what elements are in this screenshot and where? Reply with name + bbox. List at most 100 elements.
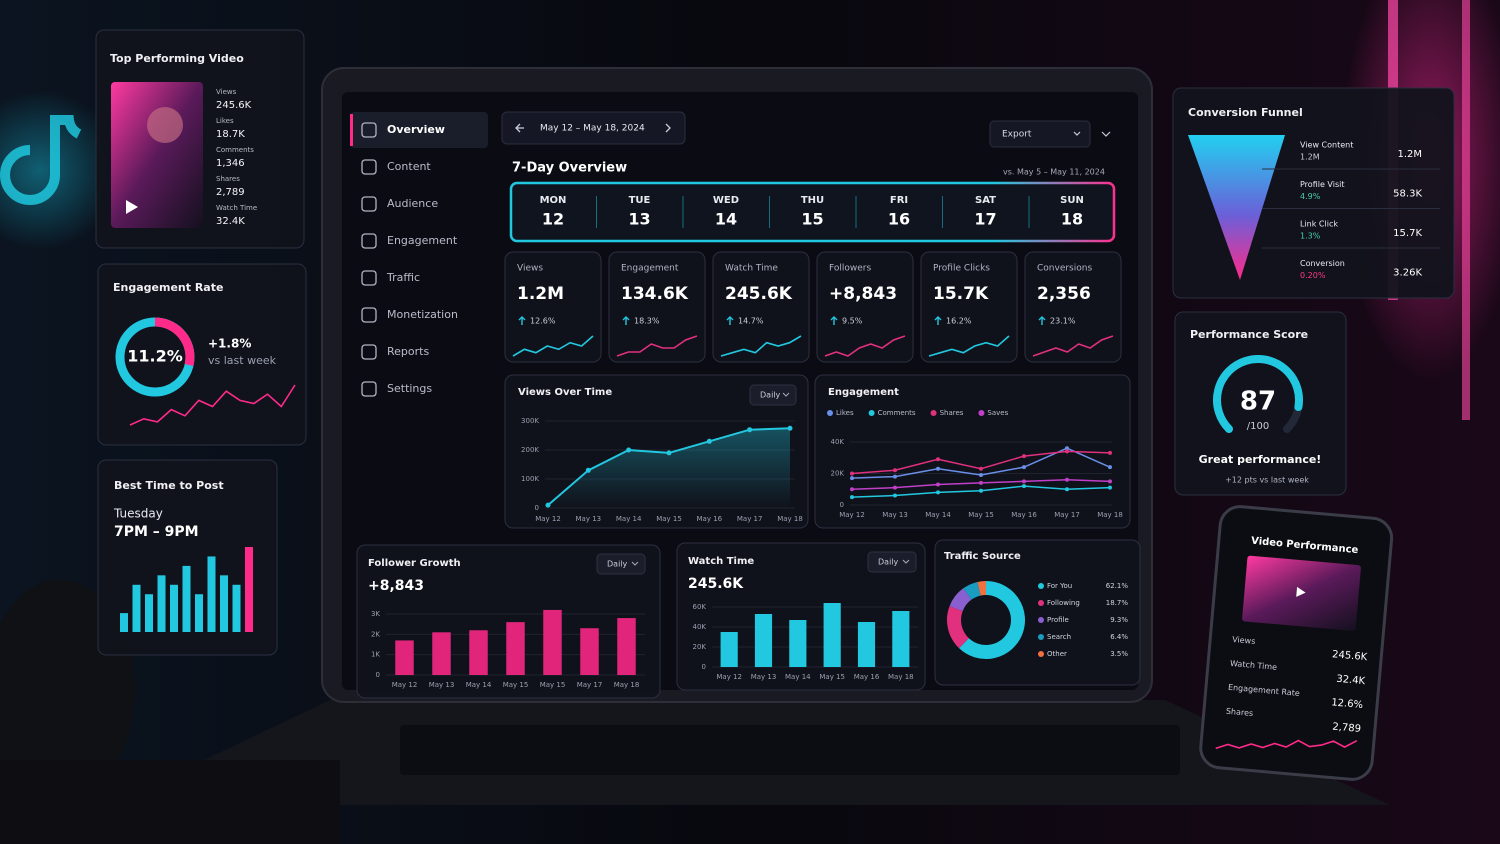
- section-title: 7-Day Overview: [512, 161, 627, 176]
- legend-label: Following: [1047, 599, 1080, 607]
- nav-item[interactable]: Settings: [387, 382, 432, 395]
- value-label: 62.1%: [1106, 582, 1129, 590]
- y-tick-label: 2K: [371, 630, 380, 638]
- nav-icon[interactable]: [361, 381, 377, 397]
- x-tick-label: May 12: [535, 515, 561, 523]
- filter-button[interactable]: [867, 551, 917, 573]
- export-button[interactable]: [989, 120, 1091, 148]
- bar: [182, 565, 191, 632]
- next-arrow[interactable]: [665, 123, 671, 133]
- nav-icon[interactable]: [361, 122, 377, 138]
- stat-label: Watch Time: [216, 204, 257, 212]
- y-tick-label: 1K: [371, 651, 380, 659]
- nav-item[interactable]: Engagement: [387, 234, 458, 247]
- kpi-card: [1024, 251, 1122, 363]
- legend-swatch: [1038, 651, 1044, 657]
- step-rate: 1.3%: [1300, 232, 1321, 241]
- kpi-value: 134.6K: [621, 284, 689, 304]
- day-name: TUE: [629, 195, 651, 206]
- neon-bar: [1462, 0, 1470, 420]
- filter-label: Daily: [607, 560, 628, 569]
- best-time: 7PM – 9PM: [114, 524, 199, 540]
- nav-item[interactable]: Audience: [387, 197, 438, 210]
- kpi-change: 23.1%: [1050, 317, 1076, 326]
- day-date: 14: [715, 210, 737, 229]
- legend-label: Comments: [878, 409, 916, 417]
- point: [787, 425, 793, 431]
- logo: [0, 115, 82, 205]
- bar: [580, 628, 599, 675]
- prev-arrow[interactable]: [515, 123, 524, 133]
- stat-value: 245.6K: [216, 100, 252, 111]
- point: [1108, 450, 1112, 455]
- bar: [754, 614, 773, 667]
- step-value: 15.7K: [1393, 228, 1422, 239]
- legend-swatch: [1038, 583, 1044, 589]
- score-verdict: Great performance!: [1199, 453, 1322, 466]
- legend-swatch: [978, 410, 985, 416]
- point: [706, 438, 712, 444]
- x-tick-label: May 12: [716, 673, 742, 681]
- step-name: Conversion: [1300, 259, 1345, 268]
- nav-item[interactable]: Monetization: [387, 308, 458, 321]
- y-tick-label: 20K: [831, 469, 845, 477]
- point: [936, 466, 940, 471]
- chart-title: Follower Growth: [368, 558, 461, 569]
- play-icon[interactable]: [1296, 586, 1306, 598]
- rate-note: vs last week: [208, 354, 277, 367]
- point: [1022, 479, 1026, 484]
- kpi-card: [816, 251, 914, 363]
- legend-swatch: [1038, 634, 1044, 640]
- point: [585, 467, 591, 473]
- kpi-value: 245.6K: [725, 284, 793, 304]
- keyboard: [400, 725, 1180, 775]
- engagement-rate-card: [97, 263, 307, 446]
- area: [548, 428, 790, 508]
- nav-item[interactable]: Traffic: [386, 271, 420, 284]
- kpi-value: 15.7K: [933, 284, 989, 304]
- nav-icon[interactable]: [361, 233, 377, 249]
- nav-icon[interactable]: [361, 307, 377, 323]
- filter-button[interactable]: [749, 384, 797, 406]
- day-date: 17: [974, 210, 996, 229]
- kpi-label: Conversions: [1037, 264, 1092, 274]
- x-tick-label: May 12: [839, 511, 865, 519]
- step-rate: 4.9%: [1300, 192, 1321, 201]
- y-tick-label: 20K: [693, 643, 707, 651]
- nav-item[interactable]: Content: [387, 160, 431, 173]
- y-tick-label: 40K: [831, 438, 845, 446]
- play-icon[interactable]: [126, 200, 138, 214]
- point: [936, 482, 940, 487]
- donut-segment: [959, 581, 1025, 659]
- nav-icon[interactable]: [361, 196, 377, 212]
- date-range: May 12 – May 18, 2024: [540, 124, 645, 134]
- nav-item[interactable]: Reports: [387, 345, 429, 358]
- stat-value: 32.4K: [1336, 674, 1366, 688]
- legend-swatch: [1038, 617, 1044, 623]
- point: [1108, 465, 1112, 470]
- point: [936, 457, 940, 462]
- x-tick-label: May 16: [697, 515, 723, 523]
- sparkline: [1215, 739, 1358, 750]
- nav-icon[interactable]: [361, 270, 377, 286]
- nav-icon[interactable]: [361, 344, 377, 360]
- x-tick-label: May 16: [1011, 511, 1037, 519]
- export-label: Export: [1002, 130, 1032, 140]
- stat-label: Watch Time: [1230, 659, 1278, 672]
- bar: [157, 575, 166, 632]
- legend-swatch: [827, 410, 833, 416]
- bar: [195, 594, 203, 632]
- day-date: 13: [628, 210, 650, 229]
- nav-icon[interactable]: [361, 159, 377, 175]
- donut-segment: [977, 581, 987, 596]
- x-tick-label: May 15: [968, 511, 994, 519]
- nav-item[interactable]: Overview: [387, 123, 445, 136]
- y-tick-label: 300K: [521, 417, 539, 425]
- card-title: Performance Score: [1190, 328, 1308, 341]
- up-arrow: [622, 316, 630, 325]
- filter-button[interactable]: [596, 553, 646, 575]
- legend-label: Profile: [1047, 616, 1069, 624]
- date-picker[interactable]: [501, 111, 686, 145]
- bar: [432, 632, 451, 675]
- chevron: [1073, 131, 1111, 137]
